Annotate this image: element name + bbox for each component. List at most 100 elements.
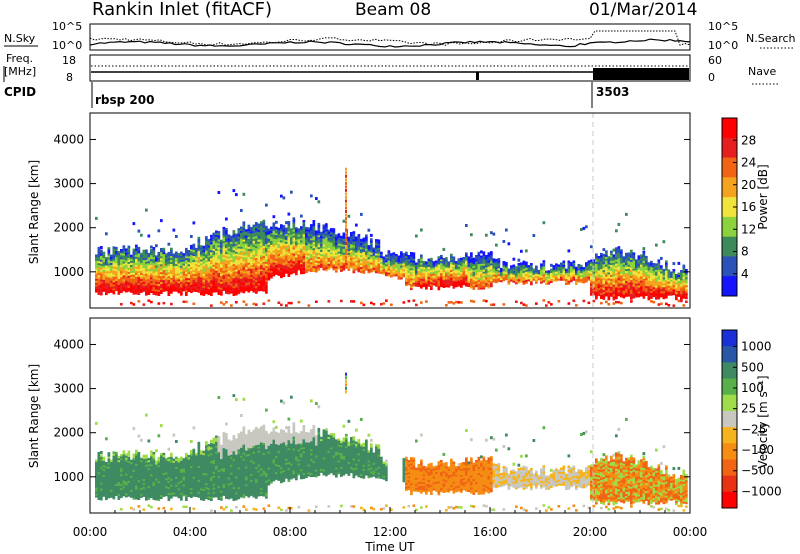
power-cell <box>665 280 668 283</box>
power-cell <box>492 303 496 306</box>
power-cell <box>355 264 358 267</box>
power-cell <box>632 264 636 267</box>
power-cell <box>355 246 358 249</box>
power-cell <box>537 277 541 281</box>
power-cell <box>232 271 236 275</box>
power-cell <box>597 264 601 267</box>
power-cell <box>137 254 141 258</box>
power-cell <box>300 256 303 259</box>
power-cell <box>317 264 321 267</box>
power-cell <box>177 253 181 256</box>
power-cell <box>442 247 446 251</box>
power-cell <box>292 237 296 240</box>
power-cell <box>127 265 131 268</box>
power-cell <box>460 271 463 274</box>
power-cell <box>267 268 271 271</box>
power-cell <box>205 260 208 263</box>
power-cell <box>180 269 183 272</box>
power-cell <box>482 287 486 290</box>
power-cell <box>305 254 308 258</box>
power-cell <box>255 261 258 265</box>
power-cell <box>307 245 311 248</box>
power-cell <box>465 258 468 261</box>
velocity-cell <box>97 455 101 459</box>
power-cell <box>400 273 403 276</box>
power-cell <box>600 262 603 266</box>
power-cell <box>160 291 163 294</box>
velocity-cell <box>115 461 118 465</box>
power-cell <box>255 283 258 286</box>
power-cell <box>317 256 321 260</box>
power-cell <box>595 271 598 274</box>
power-cell <box>447 267 451 270</box>
power-cell <box>240 254 243 257</box>
power-cell <box>430 281 433 285</box>
power-cell <box>167 289 171 292</box>
power-cell <box>535 269 538 272</box>
power-cell <box>395 266 398 269</box>
power-cell <box>137 286 141 289</box>
power-cell <box>610 278 613 281</box>
power-cell <box>185 267 188 271</box>
power-cell <box>175 283 178 286</box>
power-cell <box>157 281 161 285</box>
power-cell <box>310 234 313 237</box>
power-cell <box>145 285 148 288</box>
power-cell <box>482 267 486 270</box>
power-cell <box>625 288 628 291</box>
power-cell <box>300 271 303 275</box>
power-cell <box>142 251 146 255</box>
power-cell <box>625 286 628 289</box>
power-cell <box>327 231 331 234</box>
power-cell <box>630 259 633 262</box>
power-cell <box>475 276 478 280</box>
power-cell <box>622 276 626 279</box>
power-cell <box>402 274 406 278</box>
power-cell <box>245 259 248 262</box>
power-cell <box>232 285 236 289</box>
power-cell <box>275 248 278 252</box>
power-cell <box>190 284 193 287</box>
power-cell <box>135 248 138 251</box>
power-cell <box>342 236 346 239</box>
power-cell <box>225 235 228 239</box>
power-cell <box>630 293 633 296</box>
power-cell <box>250 233 253 236</box>
power-cell <box>642 247 646 251</box>
power-cell <box>250 272 253 276</box>
power-cell <box>360 246 363 250</box>
power-cell <box>225 267 228 271</box>
power-cell <box>95 216 98 220</box>
cpid-entry-2: 3503 <box>596 85 629 99</box>
power-cell <box>467 274 471 278</box>
power-cell <box>280 246 283 249</box>
power-cell <box>652 265 656 268</box>
power-cell <box>142 271 146 274</box>
power-cell <box>265 267 268 270</box>
power-cell <box>665 282 668 285</box>
power-colorbar-swatch <box>722 256 737 277</box>
power-cell <box>497 258 501 261</box>
power-cell <box>305 256 308 260</box>
power-cell <box>240 258 243 261</box>
power-cell <box>175 289 178 292</box>
power-cell <box>347 214 351 218</box>
power-cell <box>222 232 226 236</box>
power-cell <box>237 228 241 231</box>
power-cell <box>532 268 536 271</box>
power-cell <box>407 278 411 282</box>
power-cell <box>297 252 301 255</box>
power-cell <box>600 292 603 296</box>
power-cell <box>155 289 158 292</box>
power-cell <box>200 267 203 270</box>
power-cell <box>117 266 121 270</box>
power-cell <box>207 255 211 258</box>
power-cell <box>235 283 238 286</box>
power-cell <box>602 257 606 261</box>
power-cell <box>470 252 473 255</box>
power-cell <box>125 264 128 267</box>
power-cell <box>490 255 493 258</box>
power-cell <box>360 250 363 254</box>
power-cell <box>387 254 391 257</box>
power-cell <box>300 236 303 239</box>
